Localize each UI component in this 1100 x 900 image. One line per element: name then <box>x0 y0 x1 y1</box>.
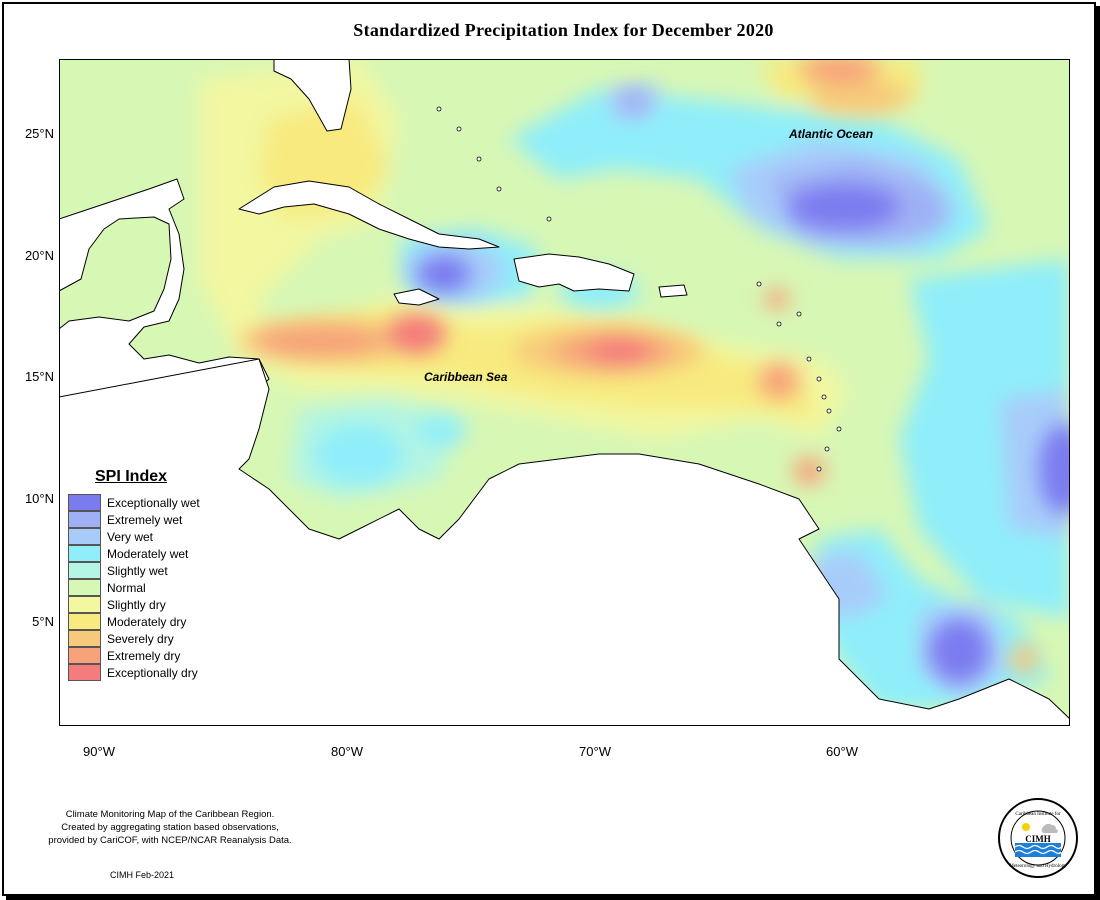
legend-label: Slightly dry <box>107 597 166 612</box>
logo-ring-top: Caribbean Institute for <box>1015 812 1061 817</box>
logo-ring-bottom: Meteorology and Hydrology <box>1009 864 1067 869</box>
legend-items: Exceptionally wet Extremely wet Very wet Mo… <box>68 494 200 681</box>
legend-item: Moderately dry <box>68 613 200 630</box>
cloud-icon <box>1041 823 1058 833</box>
puerto-rico-landmass <box>658 284 688 298</box>
legend-item: Slightly dry <box>68 596 200 613</box>
legend-swatch <box>68 562 101 579</box>
legend-label: Normal <box>107 580 146 595</box>
hispaniola-landmass <box>513 253 635 292</box>
legend-item: Exceptionally wet <box>68 494 200 511</box>
lon-label-70w: 70°W <box>579 744 611 759</box>
legend-label: Moderately dry <box>107 614 187 629</box>
legend-item: Exceptionally dry <box>68 664 200 681</box>
legend-label: Exceptionally wet <box>107 495 200 510</box>
lon-label-80w: 80°W <box>331 744 363 759</box>
map-title: Standardized Precipitation Index for Dec… <box>353 20 774 40</box>
footer-line-1: Climate Monitoring Map of the Caribbean … <box>65 809 275 820</box>
legend-label: Exceptionally dry <box>107 665 198 680</box>
legend-swatch <box>68 664 101 681</box>
legend-item: Extremely dry <box>68 647 200 664</box>
legend-item: Severely dry <box>68 630 200 647</box>
footer-line-3: provided by CariCOF, with NCEP/NCAR Rean… <box>48 835 292 846</box>
logo-abbr: CIMH <box>1025 834 1051 844</box>
lat-label-20n: 20°N <box>24 248 54 263</box>
legend-swatch <box>68 630 101 647</box>
lon-label-90w: 90°W <box>83 744 115 759</box>
atlantic-ocean-label: Atlantic Ocean <box>789 127 874 141</box>
legend-swatch <box>68 596 101 613</box>
lon-label-60w: 60°W <box>826 744 858 759</box>
legend-swatch <box>68 511 101 528</box>
footer-stamp: CIMH Feb-2021 <box>110 870 175 880</box>
legend-swatch <box>68 494 101 511</box>
legend-label: Extremely dry <box>107 648 181 663</box>
legend-item: Normal <box>68 579 200 596</box>
legend-label: Moderately wet <box>107 546 189 561</box>
south-america-landmass <box>59 358 1070 726</box>
lat-label-5n: 5°N <box>32 614 54 629</box>
legend-item: Slightly wet <box>68 562 200 579</box>
legend-swatch <box>68 545 101 562</box>
legend-label: Very wet <box>107 529 154 544</box>
legend-title: SPI Index <box>95 468 168 485</box>
footer-line-2: Created by aggregating station based obs… <box>61 822 279 833</box>
legend-swatch <box>68 579 101 596</box>
footer-credits: Climate Monitoring Map of the Caribbean … <box>20 808 320 847</box>
lat-label-15n: 15°N <box>24 369 54 384</box>
caribbean-sea-label: Caribbean Sea <box>424 370 508 384</box>
legend-item: Very wet <box>68 528 200 545</box>
lat-label-25n: 25°N <box>24 126 54 141</box>
legend-swatch <box>68 613 101 630</box>
legend-label: Severely dry <box>107 631 174 646</box>
cimh-logo <box>998 798 1078 878</box>
legend-item: Moderately wet <box>68 545 200 562</box>
legend-label: Slightly wet <box>107 563 168 578</box>
jamaica-landmass <box>393 288 440 306</box>
legend-label: Extremely wet <box>107 512 183 527</box>
legend-swatch <box>68 647 101 664</box>
cuba-landmass <box>238 180 500 250</box>
legend-swatch <box>68 528 101 545</box>
spi-legend: SPI Index Exceptionally wet Extremely wet… <box>68 468 200 681</box>
spi-map <box>59 59 1070 726</box>
sun-icon <box>1022 823 1030 831</box>
florida-landmass <box>273 59 352 132</box>
water-icon <box>1015 843 1061 857</box>
legend-item: Extremely wet <box>68 511 200 528</box>
lat-label-10n: 10°N <box>24 491 54 506</box>
